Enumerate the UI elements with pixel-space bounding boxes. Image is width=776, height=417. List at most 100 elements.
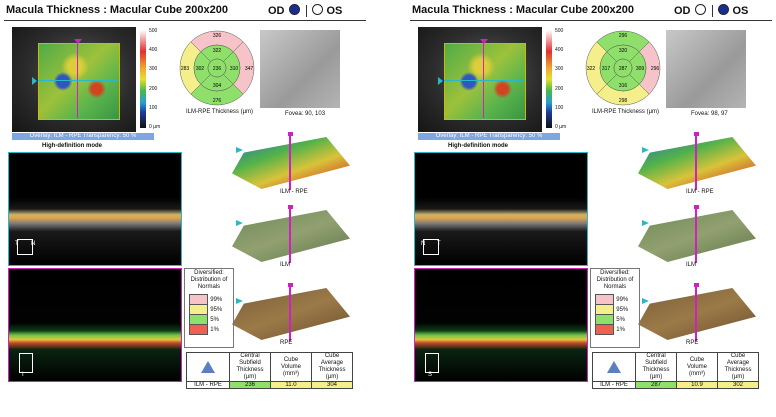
table-value: 10.9 (676, 381, 718, 389)
etdrs-caption: ILM-RPE Thickness (µm) (592, 109, 660, 115)
scale-tick-label: 0 µm (555, 124, 567, 130)
scale-tick-label: 500 (555, 28, 564, 34)
scan-left-arrow-icon (438, 77, 443, 85)
surface-pin-head (288, 132, 293, 136)
legend-percent: 95% (616, 306, 629, 313)
fovea-image (260, 30, 340, 108)
etdrs-value-outer-right: 296 (651, 66, 660, 72)
scale-tick-label: 300 (149, 66, 158, 73)
table-header: Cube Volume (mm³) (676, 352, 718, 382)
title-divider (410, 20, 772, 21)
oct-marker-bottom: S (428, 372, 433, 378)
surface-scan-pin (695, 134, 697, 190)
fundus-image (418, 27, 542, 132)
warning-cell (592, 352, 636, 382)
scan-horizontal-line (444, 80, 524, 81)
oct-orientation-box (17, 239, 33, 255)
report-panel-os: Macula Thickness : Macular Cube 200x200 O… (406, 0, 776, 417)
scale-tick-label: 100 (149, 104, 158, 111)
surface-arrow-icon (236, 298, 243, 304)
etdrs-center (613, 58, 633, 78)
report-title: Macula Thickness : Macular Cube 200x200 (412, 4, 634, 16)
table-header: Cube Average Thickness (µm) (717, 352, 759, 382)
scale-tick-label: 0 µm (149, 124, 161, 130)
eye-os-radio[interactable] (717, 4, 729, 15)
overlay-settings-bar[interactable]: Overlay: ILM - RPE Transparency: 50 % (418, 133, 560, 140)
thickness-results-table: Central Subfield Thickness (µm) Cube Volu… (186, 352, 353, 389)
surface-pin-head (288, 205, 293, 209)
eye-od-radio[interactable] (288, 4, 300, 15)
surface-scan-pin (695, 285, 697, 341)
etdrs-value-inner-top: 320 (619, 48, 628, 54)
warning-icon (607, 361, 621, 373)
etdrs-value-inner-bottom: 316 (619, 83, 628, 89)
surface-scan-pin (289, 134, 291, 190)
etdrs-value-outer-bottom: 298 (619, 98, 628, 104)
surface-pin-head (694, 132, 699, 136)
fovea-image (666, 30, 746, 108)
etdrs-thickness-grid: 326 283 347 276 322 302 310 304 236 (179, 30, 255, 106)
legend-title: Diversified: Distribution of Normals (190, 270, 228, 290)
oct-bscan-vertical: S (414, 268, 588, 382)
eye-os-radio[interactable] (311, 4, 323, 15)
table-value: 11.0 (270, 381, 312, 389)
etdrs-value-outer-left: 322 (587, 66, 596, 72)
surface-label: ILM - RPE (686, 189, 714, 195)
scan-mode-label: High-definition mode (42, 143, 102, 149)
legend-percent: 99% (210, 296, 223, 303)
etdrs-value-inner-left: 302 (196, 66, 205, 72)
etdrs-value-inner-left: 317 (602, 66, 611, 72)
scan-mode-label: High-definition mode (448, 143, 508, 149)
thickness-color-scale (546, 30, 552, 128)
surface-scan-pin (289, 207, 291, 263)
overlay-settings-bar[interactable]: Overlay: ILM - RPE Transparency: 50 % (12, 133, 154, 140)
etdrs-value-inner-right: 309 (636, 66, 645, 72)
eye-os-label: OS (326, 5, 343, 17)
scan-top-arrow-icon (74, 39, 82, 44)
table-row-label: ILM - RPE (186, 381, 230, 389)
oct-marker-left: T (15, 241, 19, 247)
legend-swatch (594, 324, 615, 335)
table-header: Central Subfield Thickness (µm) (229, 352, 271, 382)
surface-scan-pin (695, 207, 697, 263)
fovea-caption: Fovea: 98, 97 (691, 111, 728, 117)
rpe-surface-3d (232, 288, 350, 340)
legend-swatch (188, 294, 209, 305)
etdrs-value-outer-left: 283 (181, 66, 190, 72)
eye-od-label: OD (674, 5, 691, 17)
warning-cell (186, 352, 230, 382)
etdrs-center (207, 58, 227, 78)
normals-legend: Diversified: Distribution of Normals 99% 9… (184, 268, 234, 348)
legend-percent: 5% (210, 316, 219, 323)
legend-swatches: 99% 95% 5% 1% (188, 294, 229, 335)
legend-swatch (188, 314, 209, 325)
table-row-label: ILM - RPE (592, 381, 636, 389)
scale-tick-label: 300 (555, 66, 564, 73)
etdrs-value-inner-top: 322 (213, 48, 222, 54)
eye-od-radio[interactable] (694, 4, 706, 15)
legend-percent: 1% (210, 326, 219, 333)
etdrs-value-center: 236 (213, 66, 222, 72)
etdrs-value-outer-right: 347 (245, 66, 254, 72)
thickness-overlay-map (444, 43, 526, 120)
legend-swatch (594, 294, 615, 305)
surface-pin-head (288, 283, 293, 287)
surface-arrow-icon (642, 147, 649, 153)
legend-percent: 1% (616, 326, 625, 333)
scale-tick-label: 400 (149, 47, 158, 54)
surface-pin-head (694, 283, 699, 287)
legend-swatch (188, 324, 209, 335)
surface-arrow-icon (236, 220, 243, 226)
ilm-rpe-surface-3d (638, 137, 756, 189)
legend-percent: 5% (616, 316, 625, 323)
etdrs-value-center: 287 (619, 66, 628, 72)
oct-marker-bottom: I (22, 372, 24, 378)
report-title: Macula Thickness : Macular Cube 200x200 (6, 4, 228, 16)
normals-legend: Diversified: Distribution of Normals 99% 9… (590, 268, 640, 348)
table-value: 236 (229, 381, 271, 389)
etdrs-value-outer-bottom: 276 (213, 98, 222, 104)
oct-orientation-box-vertical (19, 353, 33, 373)
surface-label: RPE (686, 340, 699, 346)
report-panel-od: Macula Thickness : Macular Cube 200x200 O… (0, 0, 370, 417)
